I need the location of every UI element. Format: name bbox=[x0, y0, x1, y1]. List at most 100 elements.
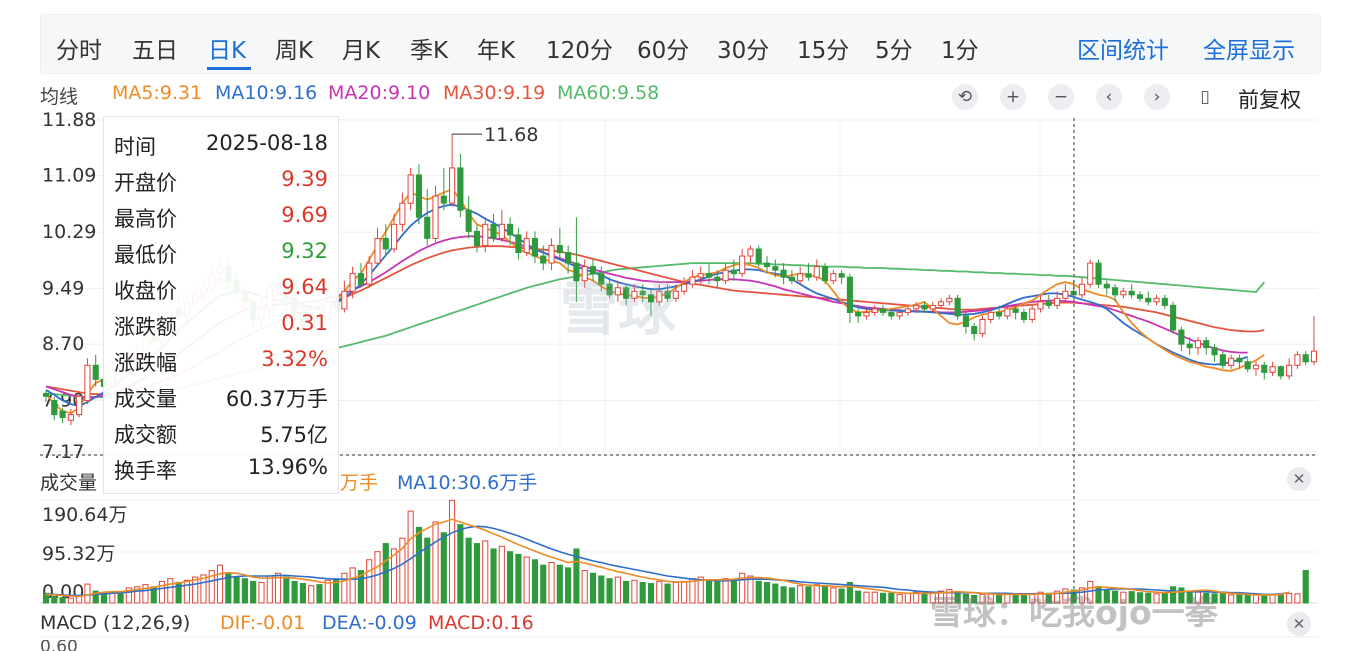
candle-body bbox=[647, 294, 655, 303]
volume-bar bbox=[1037, 591, 1044, 604]
candle bbox=[366, 256, 373, 288]
candle bbox=[763, 256, 771, 274]
candle-type-icon[interactable]: ▯ bbox=[1200, 87, 1210, 107]
candle-body bbox=[606, 283, 613, 296]
candle-body bbox=[349, 273, 356, 292]
zoom-out-icon[interactable]: − bbox=[1048, 84, 1074, 110]
tab-12[interactable]: 1分 bbox=[941, 38, 979, 64]
candle-body bbox=[432, 195, 439, 239]
volume-bar bbox=[971, 594, 978, 604]
candle-body bbox=[730, 269, 737, 275]
candle-body bbox=[515, 234, 522, 254]
volume-bar bbox=[100, 592, 108, 604]
volume-bar bbox=[730, 578, 737, 604]
volume-bar bbox=[913, 591, 920, 604]
price-tick-label: 11.88 bbox=[42, 109, 96, 131]
volume-bar bbox=[581, 570, 588, 604]
candle bbox=[341, 280, 348, 313]
candle bbox=[1244, 358, 1251, 373]
candle bbox=[1153, 294, 1160, 306]
candle bbox=[1087, 259, 1094, 288]
tab-4[interactable]: 月K bbox=[342, 38, 381, 64]
candle bbox=[556, 227, 563, 260]
zoom-in-icon[interactable]: + bbox=[1000, 84, 1026, 110]
candle bbox=[507, 217, 514, 246]
close-macd-icon[interactable]: ✕ bbox=[1287, 612, 1311, 636]
volume-bar bbox=[896, 593, 903, 604]
candle-body bbox=[67, 414, 74, 421]
close-volume-icon[interactable]: ✕ bbox=[1287, 467, 1311, 491]
candle bbox=[730, 259, 737, 281]
candle-body bbox=[1120, 290, 1127, 296]
candle bbox=[473, 224, 481, 253]
candle bbox=[996, 305, 1003, 320]
adjust-mode-selector[interactable]: 前复权 bbox=[1238, 88, 1301, 112]
tab-7[interactable]: 120分 bbox=[546, 38, 613, 64]
volume-bar bbox=[59, 597, 66, 604]
tab-6[interactable]: 年K bbox=[477, 38, 516, 64]
candle bbox=[440, 167, 447, 211]
ma30-legend[interactable]: MA30:9.19 bbox=[443, 82, 546, 104]
volume-ma5-unit: 万手 bbox=[340, 472, 379, 494]
volume-bar bbox=[598, 575, 605, 604]
range-stats-tab[interactable]: 区间统计 bbox=[1077, 38, 1169, 64]
macd-dif: DIF:-0.01 bbox=[220, 612, 306, 634]
candle-body bbox=[523, 237, 530, 254]
candle bbox=[573, 217, 580, 302]
volume-bar bbox=[92, 590, 99, 604]
volume-bar bbox=[216, 564, 224, 604]
tab-10[interactable]: 15分 bbox=[797, 38, 850, 64]
candle-body bbox=[1045, 301, 1052, 306]
candle bbox=[830, 270, 837, 285]
volume-bar bbox=[697, 576, 704, 604]
volume-bar bbox=[1170, 586, 1177, 604]
candle-body bbox=[341, 290, 348, 310]
reset-icon[interactable]: ⟲ bbox=[952, 84, 978, 110]
volume-bar bbox=[374, 551, 381, 604]
macd-value: MACD:0.16 bbox=[428, 612, 534, 634]
ma10-legend[interactable]: MA10:9.16 bbox=[215, 82, 318, 104]
ma60-legend[interactable]: MA60:9.58 bbox=[557, 82, 660, 104]
tooltip-row: 开盘价 9.39 bbox=[114, 161, 328, 197]
volume-bar bbox=[42, 592, 50, 604]
volume-bar bbox=[714, 580, 721, 604]
candle-body bbox=[830, 273, 837, 282]
pan-right-icon[interactable]: › bbox=[1144, 84, 1170, 110]
candle-body bbox=[1236, 357, 1243, 363]
candle-body bbox=[954, 297, 961, 317]
candle-body bbox=[1054, 297, 1061, 306]
candle bbox=[51, 397, 58, 421]
candle bbox=[946, 294, 953, 306]
tab-1[interactable]: 五日 bbox=[132, 38, 178, 64]
tab-3[interactable]: 周K bbox=[275, 38, 314, 64]
fullscreen-tab[interactable]: 全屏显示 bbox=[1203, 38, 1295, 64]
candle bbox=[391, 213, 398, 253]
tab-2[interactable]: 日K bbox=[208, 38, 247, 64]
tab-9[interactable]: 30分 bbox=[717, 38, 770, 64]
tab-0[interactable]: 分时 bbox=[56, 38, 102, 64]
volume-bar bbox=[821, 586, 829, 604]
tab-11[interactable]: 5分 bbox=[875, 38, 913, 64]
volume-bar bbox=[1062, 588, 1069, 604]
candle bbox=[465, 196, 472, 239]
pan-left-icon[interactable]: ‹ bbox=[1096, 84, 1122, 110]
volume-bar bbox=[76, 596, 83, 604]
tooltip-value: 0.31 bbox=[281, 311, 328, 335]
tab-5[interactable]: 季K bbox=[410, 38, 449, 64]
tab-8[interactable]: 60分 bbox=[637, 38, 690, 64]
candle-body bbox=[1062, 290, 1069, 299]
ma20-legend[interactable]: MA20:9.10 bbox=[328, 82, 431, 104]
candle-body bbox=[1219, 354, 1226, 366]
ma5-legend[interactable]: MA5:9.31 bbox=[112, 82, 203, 104]
candle bbox=[1120, 287, 1127, 299]
candle-body bbox=[598, 273, 605, 285]
candle-body bbox=[1302, 354, 1309, 363]
candle-body bbox=[813, 266, 820, 278]
candle-body bbox=[1261, 364, 1268, 373]
candle-body bbox=[979, 318, 986, 335]
volume-bar bbox=[565, 567, 572, 604]
volume-bar bbox=[921, 592, 928, 604]
volume-bar bbox=[1228, 594, 1235, 604]
tooltip-row: 最低价 9.32 bbox=[114, 233, 328, 269]
volume-bar bbox=[291, 580, 298, 604]
